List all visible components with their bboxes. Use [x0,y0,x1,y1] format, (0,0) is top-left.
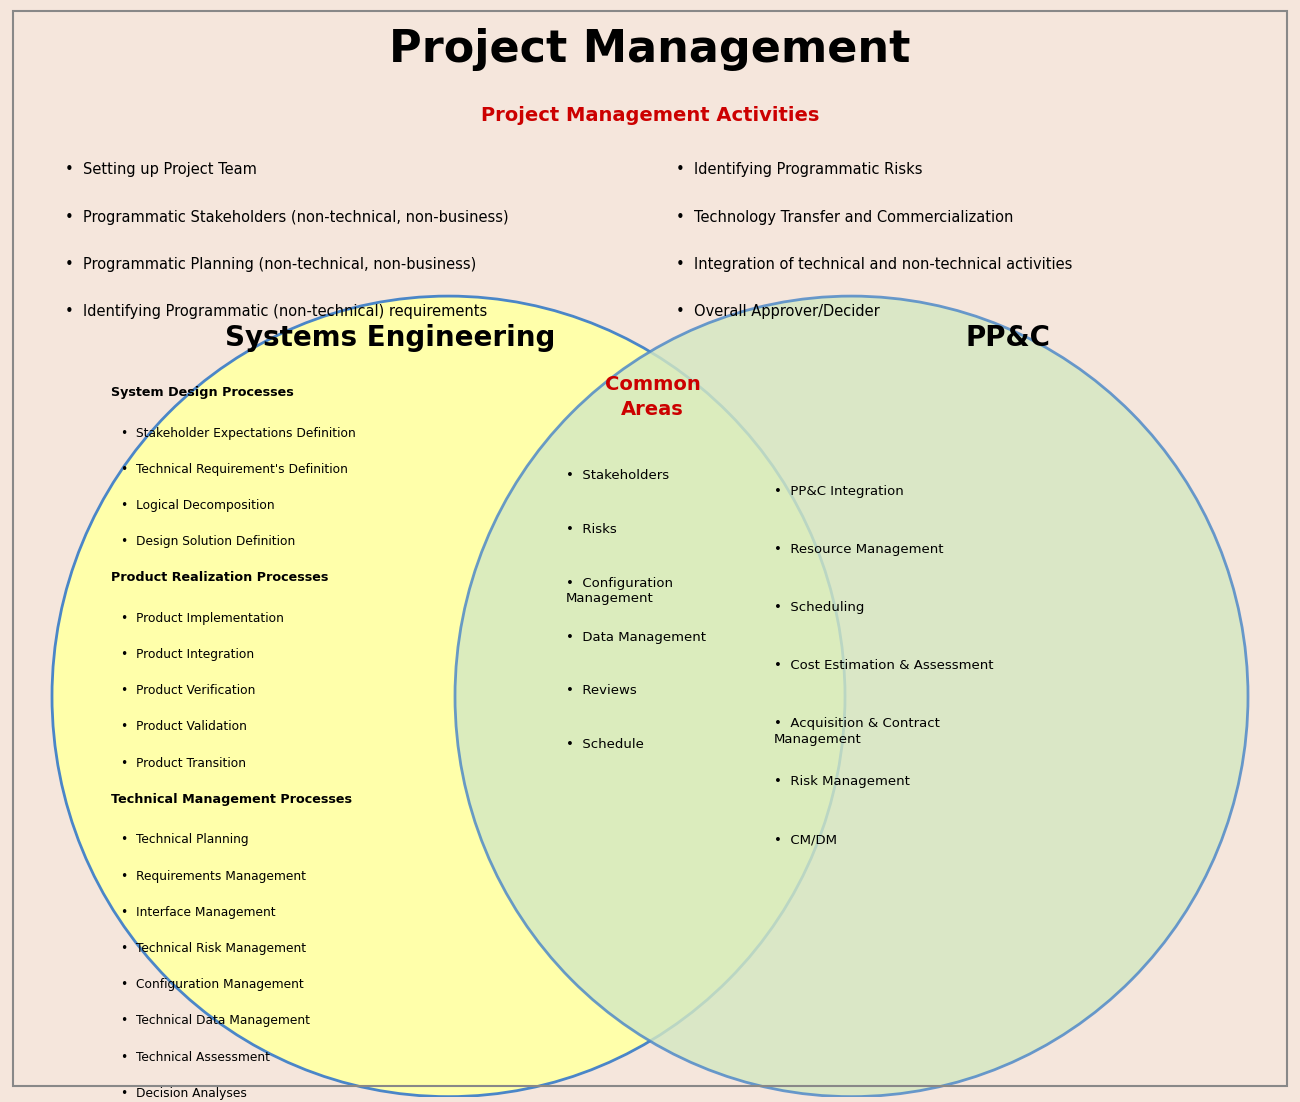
Text: •  Design Solution Definition: • Design Solution Definition [121,536,295,548]
Text: •  Technical Planning: • Technical Planning [121,833,248,846]
Text: •  Cost Estimation & Assessment: • Cost Estimation & Assessment [774,659,993,672]
Text: •  CM/DM: • CM/DM [774,833,836,846]
Text: •  Stakeholders: • Stakeholders [566,469,668,483]
Ellipse shape [455,296,1248,1096]
Text: •  Programmatic Planning (non-technical, non-business): • Programmatic Planning (non-technical, … [65,257,476,272]
Text: •  Identifying Programmatic (non-technical) requirements: • Identifying Programmatic (non-technica… [65,304,488,318]
Text: •  Integration of technical and non-technical activities: • Integration of technical and non-techn… [676,257,1072,272]
Text: •  Interface Management: • Interface Management [121,906,276,919]
Text: •  Decision Analyses: • Decision Analyses [121,1087,247,1100]
Text: •  Technical Risk Management: • Technical Risk Management [121,942,306,955]
Text: •  Configuration
Management: • Configuration Management [566,576,672,605]
Text: Project Management Activities: Project Management Activities [481,106,819,125]
Text: •  Configuration Management: • Configuration Management [121,979,304,991]
Text: •  Technical Requirement's Definition: • Technical Requirement's Definition [121,463,348,476]
Text: Systems Engineering: Systems Engineering [225,324,555,352]
Text: •  PP&C Integration: • PP&C Integration [774,485,904,498]
Text: •  Setting up Project Team: • Setting up Project Team [65,162,257,177]
Text: Common
Areas: Common Areas [604,375,701,419]
Text: •  Technology Transfer and Commercialization: • Technology Transfer and Commercializat… [676,209,1014,225]
Text: Project Management: Project Management [389,28,911,71]
Text: •  Product Integration: • Product Integration [121,648,254,661]
Text: •  Product Transition: • Product Transition [121,757,246,769]
Text: •  Logical Decomposition: • Logical Decomposition [121,499,274,512]
Text: •  Product Verification: • Product Verification [121,684,255,698]
Text: Technical Management Processes: Technical Management Processes [111,792,351,806]
Text: •  Scheduling: • Scheduling [774,601,865,614]
Text: •  Stakeholder Expectations Definition: • Stakeholder Expectations Definition [121,426,356,440]
Text: •  Acquisition & Contract
Management: • Acquisition & Contract Management [774,717,940,746]
Text: •  Schedule: • Schedule [566,738,644,752]
Text: •  Data Management: • Data Management [566,630,706,644]
Ellipse shape [52,296,845,1096]
Text: Product Realization Processes: Product Realization Processes [111,571,328,584]
Text: •  Risks: • Risks [566,523,616,536]
Text: •  Programmatic Stakeholders (non-technical, non-business): • Programmatic Stakeholders (non-technic… [65,209,508,225]
Text: •  Identifying Programmatic Risks: • Identifying Programmatic Risks [676,162,923,177]
Text: •  Risk Management: • Risk Management [774,776,910,788]
Text: •  Resource Management: • Resource Management [774,543,942,555]
Text: System Design Processes: System Design Processes [111,386,294,399]
Text: •  Technical Assessment: • Technical Assessment [121,1050,270,1063]
Text: •  Product Validation: • Product Validation [121,721,247,734]
Text: •  Reviews: • Reviews [566,684,636,698]
Text: •  Technical Data Management: • Technical Data Management [121,1014,309,1027]
Text: •  Requirements Management: • Requirements Management [121,869,306,883]
Text: •  Product Implementation: • Product Implementation [121,612,283,625]
Text: PP&C: PP&C [965,324,1050,352]
Text: •  Overall Approver/Decider: • Overall Approver/Decider [676,304,880,318]
